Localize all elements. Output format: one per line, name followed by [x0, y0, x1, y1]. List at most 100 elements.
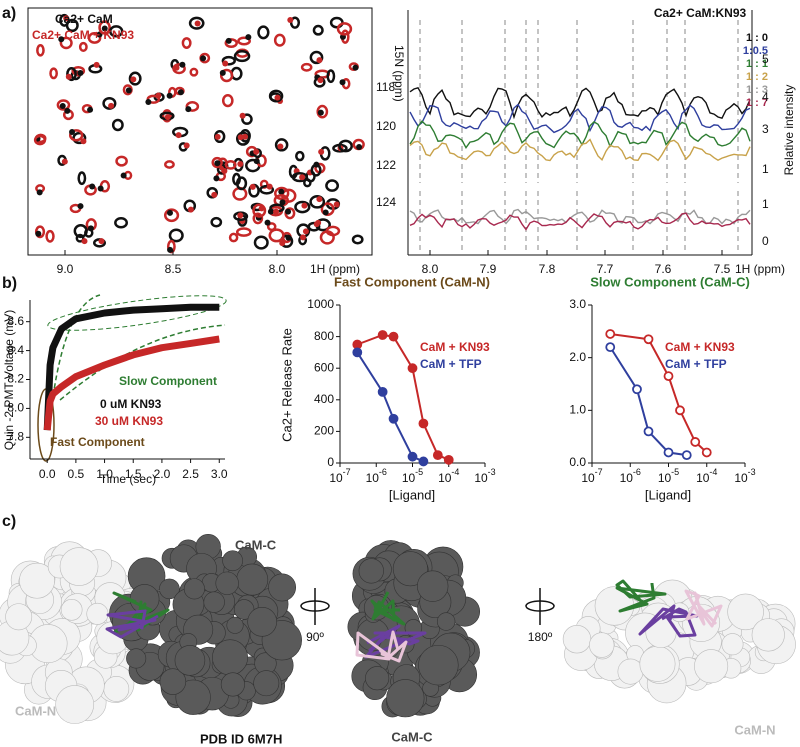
pdb-label: PDB ID 6M7H	[200, 731, 282, 746]
surface	[174, 645, 206, 676]
peak	[164, 160, 175, 169]
peak	[274, 94, 281, 101]
x-tick-label: 2.0	[154, 467, 171, 481]
surface	[562, 625, 592, 654]
peak	[219, 69, 226, 76]
rotation-label: 90º	[306, 630, 324, 644]
peak	[356, 144, 363, 151]
peak	[87, 225, 94, 232]
surface	[358, 558, 384, 584]
surface	[59, 547, 99, 586]
x-tick-label: 10-7	[581, 467, 602, 485]
point	[605, 329, 616, 339]
peak	[214, 133, 221, 140]
peak	[36, 43, 45, 57]
chart-title: Slow Component (CaM-C)	[590, 274, 750, 289]
surface	[203, 591, 225, 613]
peak	[333, 201, 340, 208]
x-tick-label: 10-3	[474, 467, 495, 485]
point	[432, 450, 443, 461]
x-tick-label: 10-6	[620, 467, 641, 485]
peak	[300, 62, 313, 72]
peak	[168, 228, 184, 243]
y-tick-label: 7.8	[7, 429, 24, 443]
peak	[87, 106, 94, 113]
peak	[93, 61, 100, 68]
peak	[316, 57, 323, 64]
peak	[279, 199, 286, 206]
peak	[66, 66, 77, 82]
peak	[268, 228, 285, 243]
peak	[59, 36, 73, 50]
y-tick-label: 118	[376, 80, 395, 94]
y-tick-label: 124	[376, 195, 396, 209]
peak	[326, 69, 336, 84]
point	[643, 426, 654, 437]
peak	[237, 212, 244, 219]
y-tick-label: 1	[762, 197, 769, 211]
region-label: CaM-C	[235, 537, 277, 552]
legend-entry: CaM + TFP	[420, 357, 482, 371]
peak	[177, 89, 184, 96]
ligand	[615, 579, 667, 613]
x-tick-label: 7.5	[714, 262, 731, 276]
peak	[72, 131, 87, 145]
peak	[115, 155, 128, 167]
peak	[63, 15, 70, 22]
peak	[303, 178, 312, 188]
y-tick-label: 0	[327, 455, 334, 469]
envelope	[59, 324, 226, 401]
ratio-label: 1 : 0	[746, 32, 768, 44]
x-tick-label: 10-4	[696, 467, 717, 485]
peak	[130, 76, 137, 83]
ligand	[355, 630, 408, 663]
axis-label: Relative intensity	[782, 85, 796, 176]
peak	[253, 235, 269, 250]
axis-label: Ca2+ Release Rate	[279, 328, 294, 442]
trace	[409, 212, 751, 231]
peak	[264, 219, 271, 226]
surface	[55, 685, 95, 724]
peak	[273, 208, 280, 215]
peak	[266, 183, 273, 190]
peak	[221, 55, 236, 66]
peak	[237, 161, 244, 168]
y-tick-label: 3	[762, 122, 769, 136]
peak	[108, 102, 115, 109]
ligand	[105, 609, 159, 639]
peak	[64, 107, 71, 114]
peak	[316, 104, 329, 119]
peak	[309, 195, 326, 209]
peak	[166, 92, 173, 99]
peak	[287, 17, 294, 24]
peak	[274, 186, 290, 201]
peak	[318, 148, 325, 155]
peak	[194, 20, 201, 27]
peak	[77, 69, 84, 76]
peak	[98, 20, 111, 35]
legend-entry: CaM + KN93	[665, 340, 735, 354]
surface	[19, 562, 55, 599]
peak	[77, 171, 87, 186]
peak	[65, 73, 72, 80]
peak	[241, 113, 253, 125]
surface	[175, 679, 211, 715]
peak	[252, 203, 267, 218]
peak	[235, 176, 248, 191]
peak	[317, 77, 324, 84]
trace	[409, 86, 751, 120]
point	[377, 330, 388, 340]
peak	[224, 160, 237, 170]
ligand	[364, 624, 427, 659]
ratio-label: 1 : 3	[746, 84, 768, 96]
peak	[61, 158, 68, 165]
point	[352, 347, 363, 358]
peak	[73, 223, 88, 239]
surface	[226, 616, 244, 634]
axis-label: Time (sec)	[100, 472, 156, 486]
x-tick-label: 0.5	[68, 467, 85, 481]
annotation: Slow Component	[119, 374, 217, 388]
peak	[183, 142, 190, 149]
y-tick-label: 600	[314, 360, 334, 374]
